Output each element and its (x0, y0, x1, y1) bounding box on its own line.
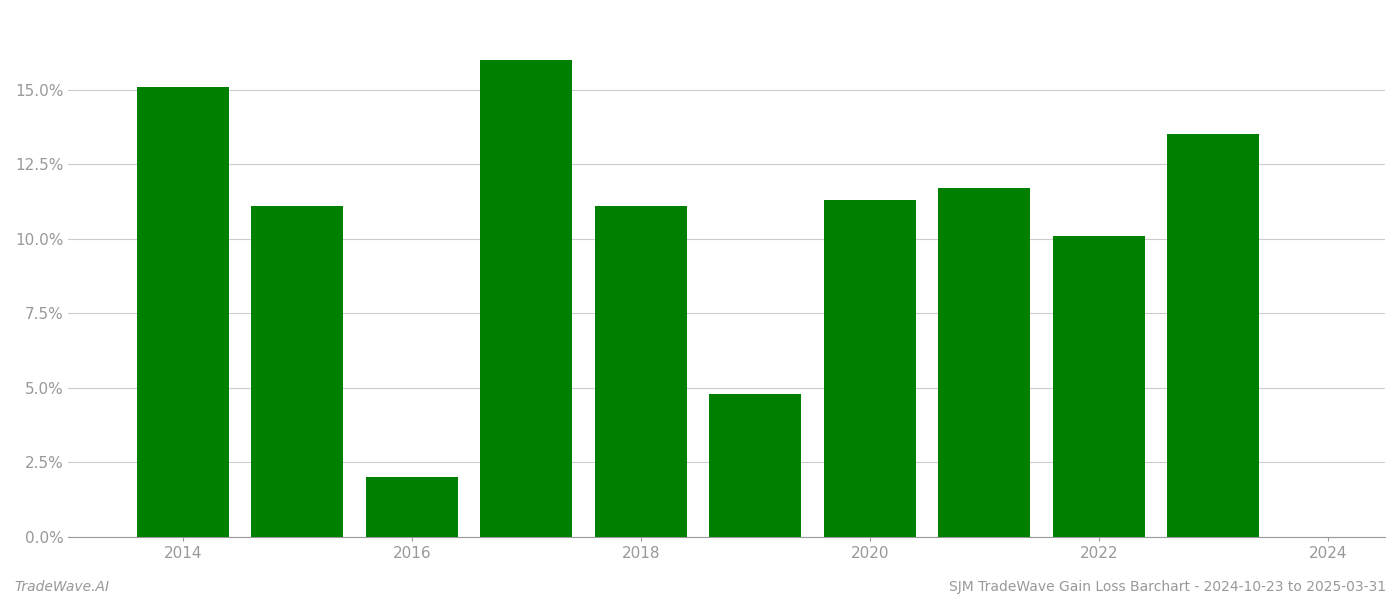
Bar (938, 188, 1030, 537)
Bar (710, 394, 801, 537)
Bar (1168, 134, 1259, 537)
Bar (1053, 236, 1145, 537)
Bar (825, 200, 916, 537)
Bar (365, 478, 458, 537)
Bar (252, 206, 343, 537)
Text: SJM TradeWave Gain Loss Barchart - 2024-10-23 to 2025-03-31: SJM TradeWave Gain Loss Barchart - 2024-… (949, 580, 1386, 594)
Bar (595, 206, 686, 537)
Bar (137, 86, 228, 537)
Bar (480, 60, 573, 537)
Text: TradeWave.AI: TradeWave.AI (14, 580, 109, 594)
